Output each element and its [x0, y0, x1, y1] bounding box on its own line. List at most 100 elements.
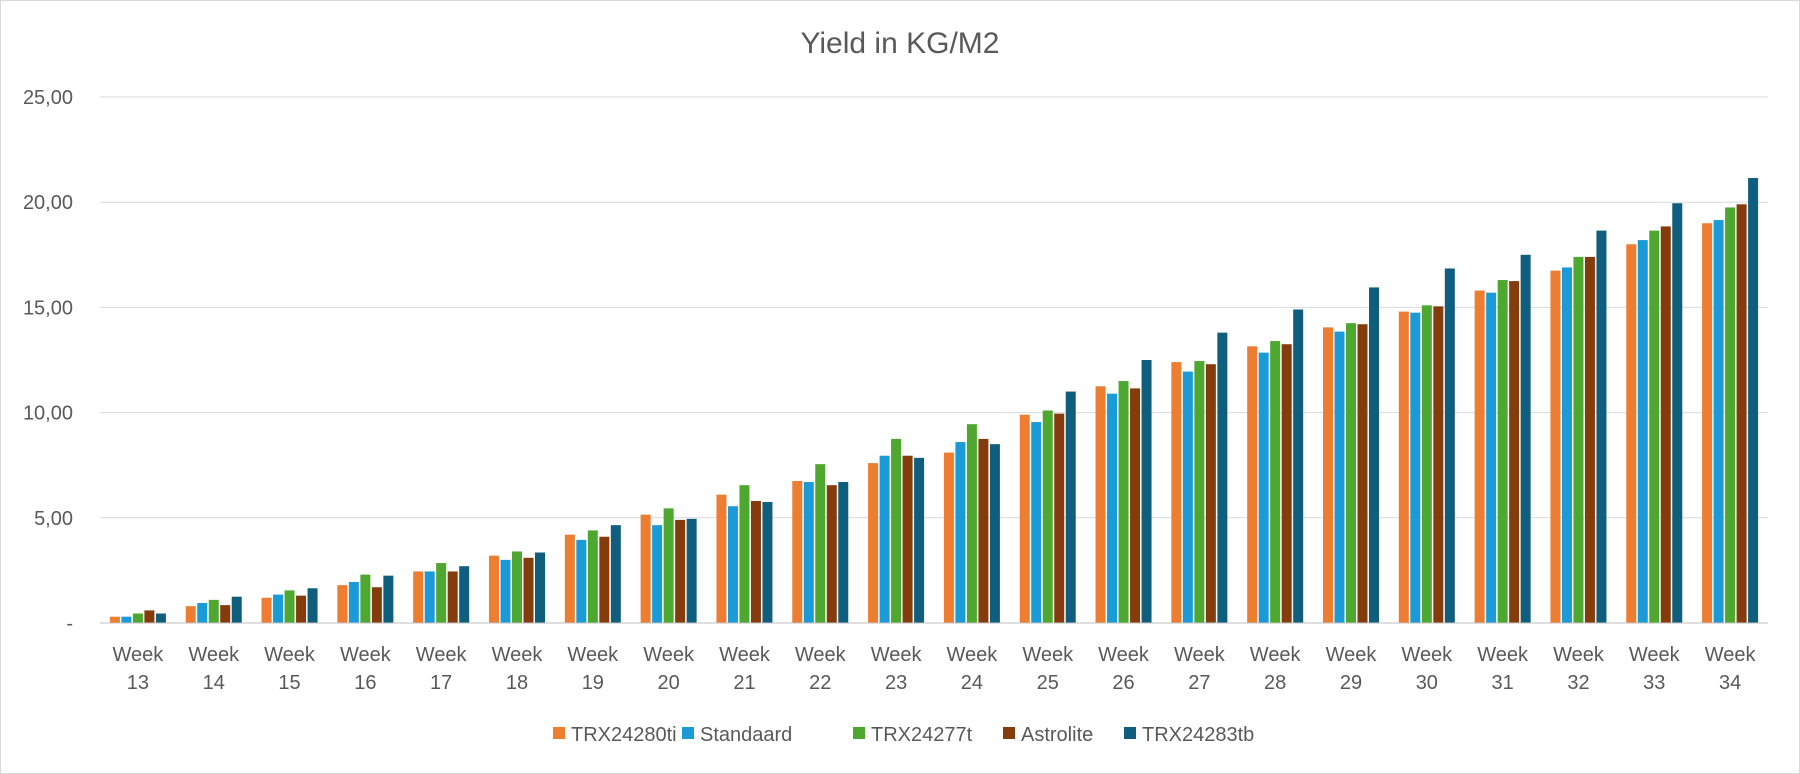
x-tick-label: Week 22: [795, 644, 847, 694]
bar-trx24277t-week-20: [663, 508, 674, 623]
x-tick-label: Week 26: [1098, 644, 1150, 694]
x-tick-label: Week 19: [567, 644, 619, 694]
bar-trx24283tb-week-19: [610, 525, 621, 623]
bar-astrolite-week-15: [296, 595, 307, 623]
bar-astrolite-week-26: [1130, 388, 1141, 623]
x-tick-label: Week 13: [113, 644, 165, 694]
x-tick-label: Week 34: [1705, 644, 1757, 694]
y-tick-label: 25,00: [23, 87, 73, 109]
bar-trx24277t-week-29: [1346, 323, 1356, 623]
bar-trx24280ti-week-34: [1702, 223, 1713, 624]
bar-astrolite-week-28: [1281, 344, 1292, 623]
bar-trx24277t-week-24: [966, 424, 977, 623]
bar-trx24280ti-week-19: [564, 534, 575, 623]
x-axis-ticks: Week 13 Week 14 Week 15 Week 16 Week 17 Week 18 Week…: [113, 644, 1757, 694]
x-tick-label: Week 30: [1401, 644, 1453, 694]
bar-trx24283tb-week-24: [989, 444, 1000, 623]
bar-astrolite-week-31: [1509, 281, 1520, 623]
x-tick-label: Week 18: [492, 644, 544, 694]
bar-trx24277t-week-32: [1573, 256, 1584, 623]
bar-standaard-week-24: [955, 442, 966, 623]
y-tick-label: 5,00: [34, 508, 73, 530]
bar-trx24283tb-week-17: [459, 566, 470, 623]
bar-standaard-week-34: [1713, 220, 1724, 623]
bar-trx24280ti-week-23: [868, 463, 879, 623]
bar-standaard-week-27: [1182, 371, 1193, 623]
bar-astrolite-week-17: [447, 571, 458, 623]
x-tick-label: Week 33: [1629, 644, 1681, 694]
bars: [109, 178, 1759, 624]
legend-item-astrolite[interactable]: Astrolite: [1003, 724, 1093, 746]
legend-item-standaard[interactable]: Standaard: [682, 724, 792, 746]
bar-trx24280ti-week-26: [1095, 386, 1106, 623]
bar-astrolite-week-13: [144, 610, 155, 623]
bar-trx24277t-week-27: [1194, 361, 1205, 623]
legend-swatch: [553, 727, 565, 739]
bar-trx24280ti-week-24: [943, 452, 954, 623]
legend-swatch: [1003, 727, 1015, 739]
x-tick-label: Week 15: [264, 644, 316, 694]
bar-trx24277t-week-23: [891, 438, 902, 623]
bar-trx24280ti-week-16: [337, 585, 348, 623]
bar-trx24277t-week-30: [1421, 305, 1432, 623]
bar-standaard-week-20: [652, 525, 663, 623]
x-tick-label: Week 27: [1174, 644, 1226, 694]
bar-trx24280ti-week-32: [1550, 270, 1561, 623]
bar-trx24277t-week-28: [1270, 341, 1281, 623]
bar-standaard-week-15: [273, 594, 284, 623]
bar-standaard-week-19: [576, 539, 587, 623]
bar-trx24280ti-week-25: [1019, 414, 1030, 623]
legend-label: TRX24280ti: [571, 724, 677, 746]
bar-standaard-week-30: [1410, 312, 1421, 623]
bar-trx24277t-week-16: [360, 574, 371, 623]
bar-trx24280ti-week-13: [109, 616, 120, 623]
x-tick-label: Week 17: [416, 644, 468, 694]
bar-trx24277t-week-31: [1497, 280, 1508, 623]
bar-trx24283tb-week-34: [1748, 178, 1759, 623]
bar-trx24277t-week-15: [284, 590, 295, 623]
bar-standaard-week-25: [1031, 422, 1042, 623]
bar-trx24280ti-week-18: [489, 555, 499, 623]
y-tick-label: 20,00: [23, 192, 73, 214]
bar-standaard-week-32: [1561, 267, 1572, 623]
bar-astrolite-week-23: [902, 455, 913, 623]
legend-item-trx24280ti[interactable]: TRX24280ti: [553, 724, 677, 746]
bar-trx24277t-week-13: [132, 613, 143, 623]
bar-trx24277t-week-18: [512, 551, 522, 623]
bar-trx24283tb-week-33: [1672, 203, 1683, 623]
bar-trx24283tb-week-18: [535, 552, 545, 623]
bar-trx24280ti-week-29: [1323, 327, 1333, 623]
legend[interactable]: TRX24280ti Standaard TRX24277t Astrolite TRX…: [553, 724, 1254, 746]
bar-trx24280ti-week-28: [1247, 346, 1258, 623]
bar-astrolite-week-29: [1357, 324, 1368, 623]
legend-swatch: [1124, 727, 1136, 739]
bar-astrolite-week-24: [978, 438, 989, 623]
x-tick-label: Week 20: [643, 644, 695, 694]
bar-trx24277t-week-19: [587, 530, 598, 623]
bar-astrolite-week-18: [523, 557, 534, 623]
bar-astrolite-week-30: [1433, 306, 1444, 623]
bar-trx24283tb-week-14: [231, 596, 242, 623]
bar-trx24283tb-week-22: [838, 482, 849, 623]
legend-label: Standaard: [700, 724, 792, 746]
x-tick-label: Week 14: [188, 644, 240, 694]
bar-standaard-week-13: [121, 616, 132, 623]
y-tick-label: 15,00: [23, 297, 73, 319]
bar-standaard-week-33: [1637, 240, 1648, 623]
bar-trx24277t-week-17: [436, 563, 447, 623]
legend-label: TRX24277t: [871, 724, 973, 746]
bar-trx24277t-week-14: [208, 599, 219, 623]
bar-trx24277t-week-25: [1042, 410, 1053, 623]
legend-item-trx24277t[interactable]: TRX24277t: [853, 724, 973, 746]
bar-astrolite-week-19: [599, 536, 610, 623]
bar-standaard-week-18: [500, 559, 511, 623]
bar-standaard-week-23: [879, 455, 890, 623]
bar-trx24283tb-week-13: [155, 613, 166, 623]
bar-trx24283tb-week-27: [1217, 332, 1228, 623]
legend-swatch: [682, 727, 694, 739]
x-tick-label: Week 24: [947, 644, 999, 694]
bar-trx24283tb-week-15: [307, 588, 318, 623]
bar-standaard-week-29: [1334, 331, 1345, 623]
legend-item-trx24283tb[interactable]: TRX24283tb: [1124, 724, 1254, 746]
bar-standaard-week-28: [1258, 352, 1269, 623]
